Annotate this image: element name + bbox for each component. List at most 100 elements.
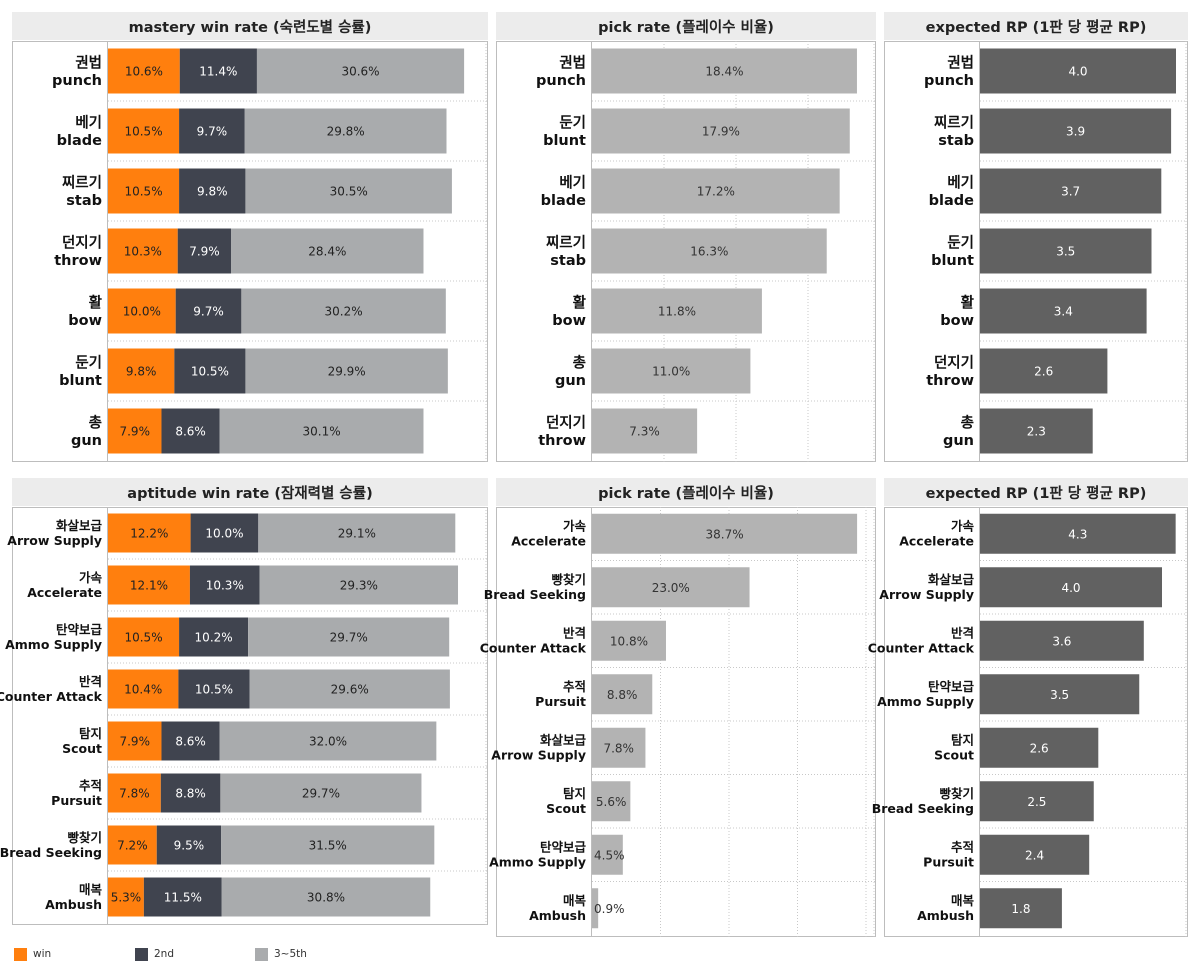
bar-win bbox=[108, 48, 180, 94]
data-label: 30.5% bbox=[330, 185, 368, 199]
data-label: 10.5% bbox=[124, 185, 162, 199]
data-label: 7.8% bbox=[119, 787, 150, 801]
category-label-ko: 화살보급 bbox=[540, 733, 587, 748]
legend-2nd: 2nd bbox=[135, 946, 174, 962]
category-label-ko: 화살보급 bbox=[928, 572, 975, 587]
category-label-en: gun bbox=[555, 373, 586, 389]
category-label-en: Pursuit bbox=[535, 694, 586, 709]
category-label-en: Arrow Supply bbox=[491, 748, 586, 763]
data-label: 3.5 bbox=[1056, 245, 1075, 259]
bar-win bbox=[108, 669, 179, 709]
bar-3-5th bbox=[249, 669, 450, 709]
category-label-en: Accelerate bbox=[511, 534, 586, 549]
data-label: 9.7% bbox=[197, 125, 228, 139]
category-label-en: blade bbox=[57, 133, 103, 149]
bar-2nd bbox=[156, 825, 222, 865]
category-label-ko: 탐지 bbox=[563, 786, 586, 801]
data-label: 17.2% bbox=[697, 185, 735, 199]
category-label-en: throw bbox=[54, 253, 102, 269]
bar bbox=[980, 288, 1147, 334]
data-label: 2.3 bbox=[1027, 425, 1046, 439]
category-label-en: punch bbox=[52, 73, 102, 89]
mastery-win-rate-panel: mastery win rate (숙련도별 승률) 권법 punch 10.6% 1… bbox=[12, 12, 488, 462]
category-label-en: Ammo Supply bbox=[877, 694, 974, 709]
data-label: 3.9 bbox=[1066, 125, 1085, 139]
mastery-rp-chart: 권법 punch 4.0 찌르기 stab 3.9 베기 blade 3.7 둔기 blunt 3.5… bbox=[884, 41, 1188, 462]
data-label: 29.7% bbox=[302, 787, 340, 801]
data-label: 10.0% bbox=[205, 527, 243, 541]
category-label-en: Ambush bbox=[917, 908, 974, 923]
bar bbox=[980, 108, 1172, 154]
category-label-ko: 매복 bbox=[951, 893, 975, 908]
category-label-en: gun bbox=[943, 433, 974, 449]
category-label-ko: 베기 bbox=[75, 114, 102, 131]
category-label-ko: 활 bbox=[89, 293, 103, 311]
category-label-ko: 추적 bbox=[563, 679, 586, 694]
category-label-en: blunt bbox=[59, 373, 102, 389]
bar-3-5th bbox=[245, 348, 448, 394]
bar bbox=[592, 674, 653, 715]
data-label: 5.3% bbox=[111, 891, 142, 905]
category-label-ko: 탄약보급 bbox=[540, 840, 587, 855]
category-label-en: stab bbox=[938, 133, 974, 149]
category-label-en: bow bbox=[940, 313, 974, 329]
bar-2nd bbox=[189, 565, 260, 605]
data-label: 7.9% bbox=[119, 425, 150, 439]
category-label-ko: 둔기 bbox=[559, 114, 586, 131]
bar-win bbox=[108, 513, 191, 553]
bar bbox=[980, 48, 1176, 94]
category-label-en: blade bbox=[929, 193, 975, 209]
chart-frame bbox=[884, 41, 1188, 462]
bar-3-5th bbox=[258, 513, 456, 553]
bar-2nd bbox=[174, 348, 246, 394]
category-label-en: punch bbox=[536, 73, 586, 89]
category-label-en: stab bbox=[550, 253, 586, 269]
data-label: 8.6% bbox=[175, 425, 206, 439]
bar bbox=[592, 781, 631, 822]
data-label: 16.3% bbox=[690, 245, 728, 259]
category-label-en: Counter Attack bbox=[0, 689, 103, 704]
category-label-ko: 가속 bbox=[563, 519, 587, 534]
bar bbox=[592, 727, 646, 768]
bar bbox=[592, 168, 840, 214]
bar bbox=[980, 408, 1093, 454]
category-label-en: Ammo Supply bbox=[489, 855, 586, 870]
bar bbox=[980, 567, 1162, 608]
mastery-pick-rate-panel: pick rate (플레이수 비율) 권법 punch 18.4% 둔기 blunt 1… bbox=[496, 12, 876, 462]
data-label: 1.8 bbox=[1011, 902, 1030, 916]
data-label: 10.0% bbox=[123, 305, 161, 319]
data-label: 30.6% bbox=[341, 65, 379, 79]
second-swatch bbox=[135, 947, 148, 961]
bar bbox=[592, 620, 666, 661]
data-label: 12.1% bbox=[130, 579, 168, 593]
bar-2nd bbox=[161, 721, 220, 761]
bar bbox=[980, 781, 1094, 822]
bar-3-5th bbox=[248, 617, 450, 657]
category-label-ko: 베기 bbox=[947, 174, 974, 191]
aptitude-win-rate-panel: aptitude win rate (잠재력별 승률) 화살보급 Arrow Su… bbox=[0, 478, 488, 925]
bar bbox=[980, 674, 1140, 715]
category-label-en: Counter Attack bbox=[480, 641, 587, 656]
data-label: 11.5% bbox=[164, 891, 202, 905]
category-label-en: blade bbox=[541, 193, 587, 209]
bar-2nd bbox=[179, 108, 245, 154]
bar bbox=[592, 513, 858, 554]
bar-3-5th bbox=[241, 288, 446, 334]
win-swatch bbox=[14, 947, 27, 961]
category-label-en: Ambush bbox=[529, 908, 586, 923]
bar-win bbox=[108, 565, 190, 605]
bar-win bbox=[108, 348, 175, 394]
bar-3-5th bbox=[220, 773, 422, 813]
bar-2nd bbox=[179, 48, 257, 94]
bar bbox=[592, 408, 698, 454]
data-label: 2.6 bbox=[1034, 365, 1053, 379]
panel-title: pick rate (플레이수 비율) bbox=[496, 478, 876, 506]
data-label: 10.4% bbox=[124, 683, 162, 697]
legend-2nd-label: 2nd bbox=[154, 948, 175, 960]
bar-win bbox=[108, 721, 162, 761]
category-label-en: bow bbox=[552, 313, 586, 329]
data-label: 17.9% bbox=[702, 125, 740, 139]
data-label: 10.5% bbox=[124, 125, 162, 139]
data-label: 7.9% bbox=[119, 735, 150, 749]
